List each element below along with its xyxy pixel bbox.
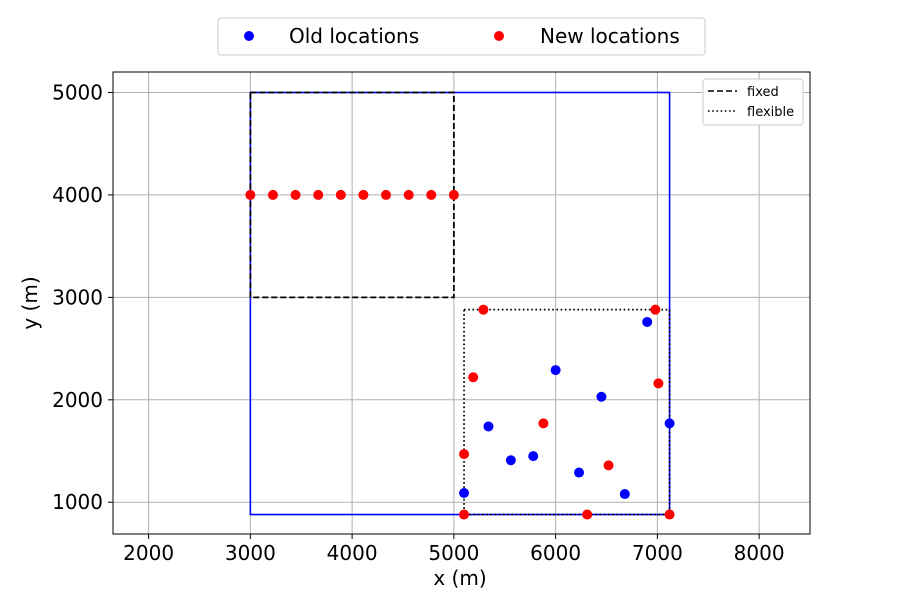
boundary-legend: fixed flexible <box>702 78 804 126</box>
grid-lines <box>113 72 810 534</box>
old-location-point <box>459 488 470 499</box>
new-location-point <box>538 418 549 429</box>
new-location-point <box>448 189 459 200</box>
legend-old-label: Old locations <box>289 24 419 48</box>
x-tick-label: 2000 <box>123 541 174 565</box>
x-tick-label: 7000 <box>632 541 683 565</box>
x-tick-label: 3000 <box>225 541 276 565</box>
y-tick-label: 1000 <box>52 490 103 514</box>
y-tick-label: 3000 <box>52 285 103 309</box>
new-location-point <box>290 189 301 200</box>
legend-old-marker <box>244 31 254 41</box>
old-location-point <box>664 418 675 429</box>
old-location-point <box>550 365 561 376</box>
x-tick-label: 4000 <box>327 541 378 565</box>
new-location-point <box>459 449 470 460</box>
boundary-flexible-rect <box>463 308 671 516</box>
new-location-point <box>603 460 614 471</box>
new-location-point <box>459 509 470 520</box>
y-axis-ticks: 1000 2000 3000 4000 5000 <box>52 80 113 514</box>
legend-flexible-label: flexible <box>747 105 794 120</box>
x-tick-label: 5000 <box>428 541 479 565</box>
new-location-point <box>358 189 369 200</box>
old-location-point <box>642 316 653 327</box>
new-location-point <box>245 189 256 200</box>
y-tick-label: 5000 <box>52 80 103 104</box>
y-tick-label: 2000 <box>52 388 103 412</box>
new-location-point <box>381 189 392 200</box>
x-axis-ticks: 2000 3000 4000 5000 6000 7000 8000 <box>123 534 785 565</box>
new-location-point <box>468 372 479 383</box>
series-legend: Old locations New locations <box>217 17 706 56</box>
x-axis-label: x (m) <box>433 566 486 590</box>
series-legend-box <box>217 17 706 56</box>
new-location-point <box>478 304 489 315</box>
plot-frame <box>112 71 811 535</box>
new-location-point <box>313 189 324 200</box>
new-location-point <box>335 189 346 200</box>
data-points <box>245 189 675 520</box>
x-tick-label: 6000 <box>530 541 581 565</box>
old-location-point <box>619 489 630 500</box>
new-location-point <box>650 304 661 315</box>
new-location-point <box>403 189 414 200</box>
old-location-point <box>574 467 585 478</box>
x-tick-label: 8000 <box>734 541 785 565</box>
old-location-point <box>596 391 607 402</box>
new-location-point <box>653 378 664 389</box>
new-location-point <box>582 509 593 520</box>
legend-new-label: New locations <box>540 24 680 48</box>
new-location-point <box>664 509 675 520</box>
new-location-point <box>267 189 278 200</box>
old-location-point <box>483 421 494 432</box>
new-location-point <box>426 189 437 200</box>
old-location-point <box>528 451 539 462</box>
legend-fixed-label: fixed <box>747 85 779 100</box>
y-tick-label: 4000 <box>52 183 103 207</box>
old-location-point <box>505 455 516 466</box>
y-axis-label: y (m) <box>18 276 42 329</box>
legend-new-marker <box>494 31 504 41</box>
